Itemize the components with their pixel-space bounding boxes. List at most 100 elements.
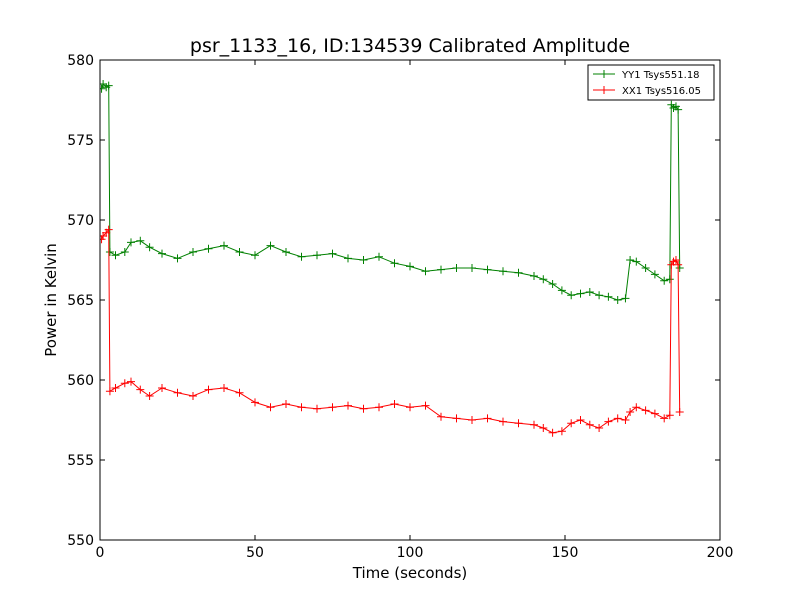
data-point-yy1 (468, 264, 476, 272)
ticks-layer: 0 50 100 150 200 550 555 560 565 570 575 580 (67, 53, 733, 561)
data-point-yy1 (514, 268, 523, 277)
y-tick-label: 575 (67, 133, 94, 149)
data-point-yy1 (375, 252, 383, 261)
data-point-xx1 (499, 417, 507, 426)
data-point-yy1 (145, 243, 154, 252)
data-point-xx1 (189, 392, 197, 400)
y-tick-label: 570 (67, 213, 94, 229)
data-point-yy1 (344, 254, 352, 263)
data-point-xx1 (104, 225, 113, 234)
data-point-yy1 (660, 276, 669, 285)
data-point-yy1 (576, 289, 585, 298)
x-axis-label: Time (seconds) (352, 564, 468, 582)
data-point-xx1 (136, 385, 145, 394)
data-point-yy1 (499, 267, 507, 276)
y-tick-label: 560 (67, 373, 94, 389)
data-point-xx1 (390, 400, 399, 408)
data-point-yy1 (674, 105, 683, 114)
x-tick-label: 150 (552, 545, 579, 561)
data-point-yy1 (120, 248, 129, 256)
chart-title: psr_1133_16, ID:134539 Calibrated Amplit… (190, 35, 630, 57)
data-point-xx1 (595, 424, 604, 432)
data-point-yy1 (632, 257, 641, 266)
y-tick-label: 555 (67, 453, 94, 469)
data-point-xx1 (660, 414, 669, 423)
series-yy1 (100, 80, 684, 304)
data-point-yy1 (437, 265, 445, 274)
data-point-yy1 (111, 251, 120, 260)
data-point-yy1 (251, 251, 259, 260)
data-point-yy1 (136, 236, 145, 245)
data-point-xx1 (548, 428, 557, 437)
data-point-xx1 (266, 403, 275, 412)
data-point-xx1 (220, 384, 228, 392)
legend-label-xx1: XX1 Tsys516.05 (622, 86, 701, 97)
data-point-xx1 (375, 403, 383, 412)
data-point-xx1 (406, 403, 414, 412)
data-point-yy1 (173, 254, 182, 263)
legend: YY1 Tsys551.18 XX1 Tsys516.05 (587, 64, 715, 101)
data-point-yy1 (104, 81, 113, 90)
data-point-xx1 (641, 406, 650, 415)
data-point-xx1 (483, 414, 492, 423)
data-point-xx1 (665, 411, 674, 420)
axes-background (100, 60, 720, 540)
data-point-xx1 (468, 416, 476, 424)
data-point-xx1 (437, 412, 445, 421)
data-point-yy1 (328, 249, 337, 258)
legend-marker-yy1 (600, 70, 608, 78)
x-tick-label: 0 (96, 545, 105, 561)
series-line-xx1 (101, 228, 681, 434)
data-point-xx1 (674, 260, 683, 269)
data-point-xx1 (530, 420, 538, 429)
data-point-yy1 (220, 241, 228, 250)
legend-marker-xx1 (600, 86, 608, 94)
data-point-yy1 (204, 244, 213, 253)
data-point-yy1 (158, 249, 166, 258)
data-point-yy1 (548, 280, 557, 288)
data-point-xx1 (613, 414, 622, 423)
data-point-yy1 (189, 248, 197, 256)
data-point-xx1 (359, 404, 368, 413)
data-point-xx1 (127, 377, 135, 386)
legend-label-yy1: YY1 Tsys551.18 (621, 70, 700, 81)
y-tick-label: 565 (67, 293, 94, 309)
x-tick-label: 50 (246, 545, 264, 561)
data-point-xx1 (111, 384, 120, 392)
x-tick-label: 200 (707, 545, 734, 561)
data-point-yy1 (626, 256, 635, 264)
data-point-xx1 (452, 414, 461, 423)
data-point-yy1 (650, 270, 659, 279)
data-point-xx1 (585, 420, 594, 429)
data-point-yy1 (421, 267, 430, 276)
data-point-yy1 (100, 84, 106, 93)
data-point-yy1 (359, 256, 368, 264)
data-point-yy1 (483, 265, 492, 274)
data-point-xx1 (604, 417, 613, 426)
data-point-xx1 (328, 403, 337, 412)
data-point-xx1 (313, 404, 321, 413)
data-point-yy1 (567, 291, 576, 300)
data-point-yy1 (585, 288, 594, 296)
legend-box (587, 64, 715, 101)
data-point-yy1 (665, 275, 674, 284)
data-point-yy1 (105, 248, 114, 256)
data-point-xx1 (567, 419, 576, 428)
data-point-xx1 (105, 387, 114, 396)
data-point-yy1 (235, 248, 244, 256)
series-xx1 (100, 225, 684, 437)
data-point-yy1 (557, 286, 566, 295)
data-point-yy1 (604, 292, 613, 301)
data-point-yy1 (675, 264, 684, 272)
x-tick-label: 100 (397, 545, 424, 561)
data-point-yy1 (530, 272, 538, 280)
data-point-xx1 (282, 400, 290, 408)
data-point-xx1 (675, 408, 684, 416)
data-point-xx1 (632, 403, 641, 412)
data-point-xx1 (344, 401, 352, 410)
data-point-xx1 (650, 409, 659, 418)
data-point-xx1 (297, 403, 306, 412)
plot-area (100, 60, 720, 540)
y-tick-label: 550 (67, 533, 94, 549)
data-point-xx1 (158, 384, 166, 392)
